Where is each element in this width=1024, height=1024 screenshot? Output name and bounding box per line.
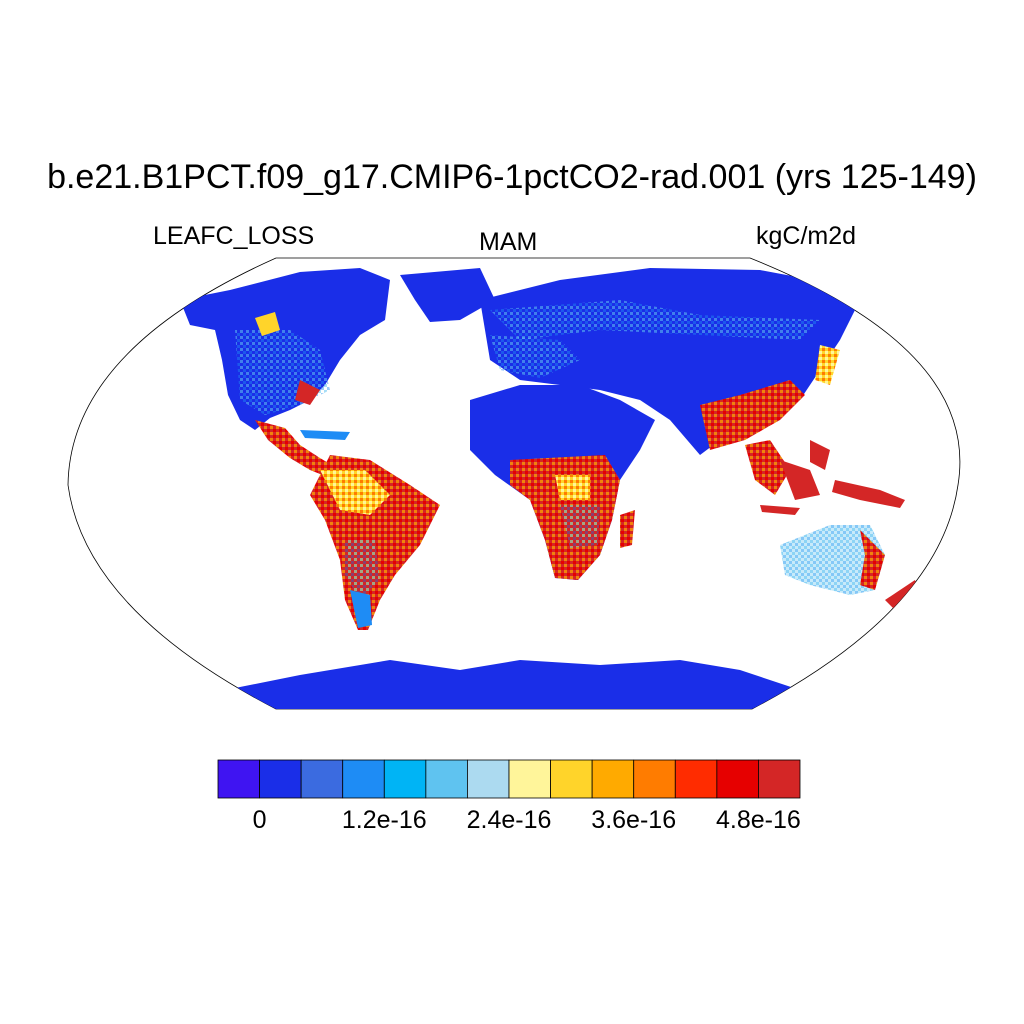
units-label: kgC/m2d <box>756 222 857 250</box>
plot-title: b.e21.B1PCT.f09_g17.CMIP6-1pctCO2-rad.00… <box>47 158 977 196</box>
colorbar-swatch <box>342 759 385 799</box>
colorbar-swatch <box>758 759 801 799</box>
colorbar-swatch <box>716 759 759 799</box>
south-america-region <box>310 455 440 630</box>
season-label: MAM <box>479 228 538 256</box>
central-america-region <box>255 420 350 478</box>
colorbar-tick-label: 4.8e-16 <box>716 806 801 834</box>
eurasia-region <box>480 268 860 455</box>
colorbar-tick-label: 3.6e-16 <box>591 806 677 834</box>
colorbar-swatch <box>674 759 718 799</box>
colorbar-swatch <box>508 759 551 799</box>
africa-region <box>470 385 655 580</box>
colorbar-swatch <box>550 759 593 799</box>
southeast-asia-region <box>745 440 905 515</box>
colorbar-swatch <box>591 759 635 799</box>
colorbar-swatch <box>383 759 427 799</box>
australia-region <box>780 525 920 610</box>
north-america-region <box>180 268 390 430</box>
colorbar <box>217 759 801 799</box>
variable-label: LEAFC_LOSS <box>153 222 315 250</box>
greenland-region <box>400 268 495 322</box>
colorbar-swatch <box>259 759 302 799</box>
colorbar-swatch <box>467 759 510 799</box>
colorbar-swatch <box>217 759 260 799</box>
colorbar-swatch <box>300 759 344 799</box>
colorbar-swatch <box>425 759 468 799</box>
antarctica-region <box>225 660 800 709</box>
colorbar-tick-label: 1.2e-16 <box>341 806 427 834</box>
colorbar-swatch <box>633 759 676 799</box>
colorbar-tick-label: 0 <box>252 806 267 834</box>
colorbar-tick-label: 2.4e-16 <box>466 806 552 834</box>
